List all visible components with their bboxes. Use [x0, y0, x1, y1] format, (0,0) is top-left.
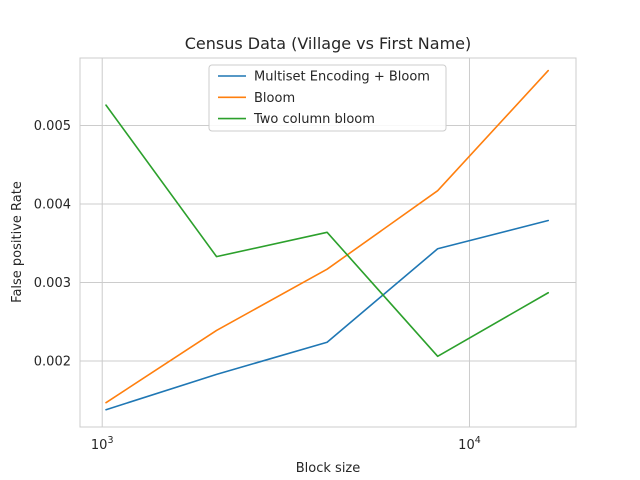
legend-label: Two column bloom	[253, 112, 375, 127]
chart-title: Census Data (Village vs First Name)	[185, 34, 472, 53]
legend-label: Bloom	[254, 91, 295, 106]
y-tick-label: 0.002	[34, 355, 71, 370]
y-tick-label: 0.003	[34, 276, 71, 291]
x-tick-label: 104	[458, 435, 481, 453]
y-axis-label: False positive Rate	[10, 181, 25, 303]
series-line-1	[105, 219, 550, 411]
legend-label: Multiset Encoding + Bloom	[254, 70, 430, 85]
series-lines	[105, 69, 550, 411]
y-tick-label: 0.005	[34, 119, 71, 134]
y-tick-label: 0.004	[34, 198, 71, 213]
grid	[80, 58, 576, 427]
x-tick-base: 10	[91, 438, 108, 453]
x-tick-exponent: 3	[107, 435, 113, 446]
x-axis-label: Block size	[296, 461, 361, 476]
x-tick-base: 10	[458, 438, 475, 453]
plot-frame	[79, 57, 577, 428]
series-line-2	[105, 69, 550, 404]
x-tick-label: 103	[91, 435, 114, 453]
x-tick-exponent: 4	[475, 435, 481, 446]
series-line-3	[105, 104, 550, 358]
legend-box	[208, 64, 447, 132]
legend: Multiset Encoding + Bloom Bloom Two column…	[208, 64, 447, 132]
